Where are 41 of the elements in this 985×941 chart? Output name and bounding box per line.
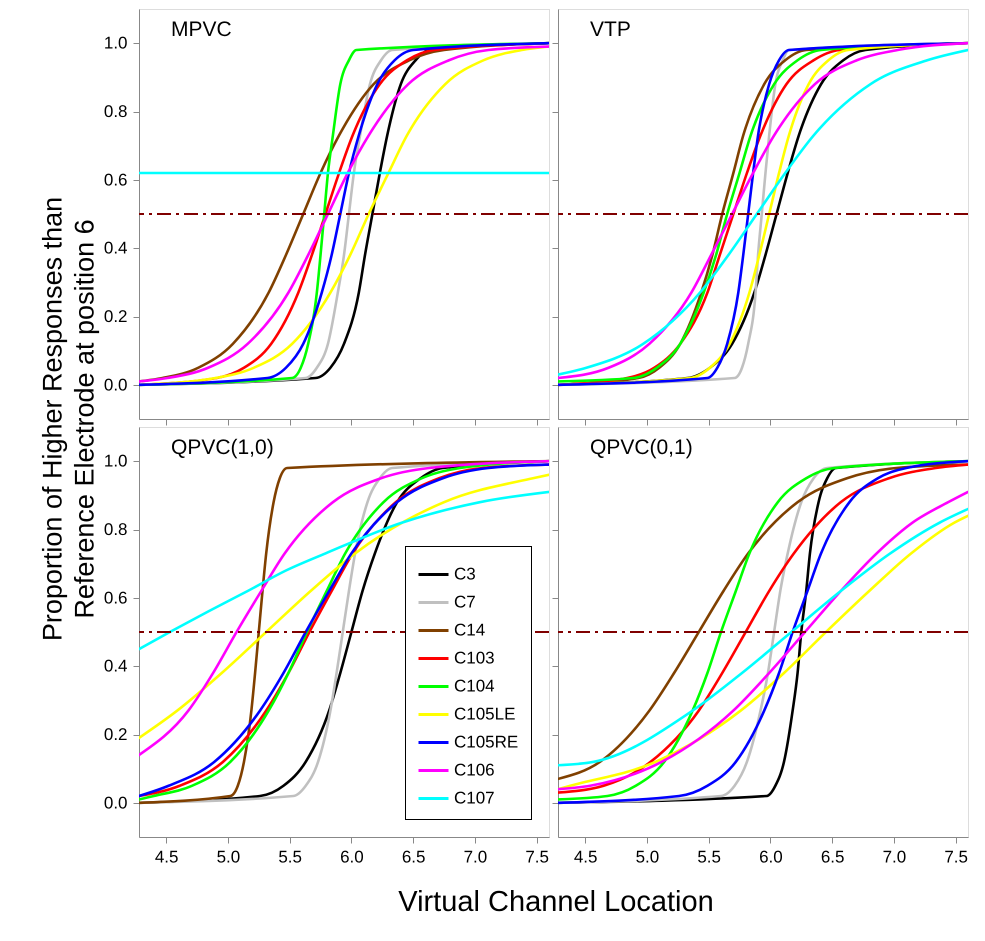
legend-label: C7 bbox=[454, 592, 476, 612]
y-tick-label: 0.0 bbox=[104, 375, 128, 394]
y-tick-label: 1.0 bbox=[104, 34, 128, 53]
x-tick-label: 4.5 bbox=[574, 848, 598, 866]
x-tick-label: 5.0 bbox=[216, 848, 240, 866]
y-tick-label: 0.4 bbox=[104, 656, 128, 676]
y-axis-title: Proportion of Higher Responses than Reference Electrode at position 6 bbox=[38, 196, 100, 642]
x-tick-label: 7.5 bbox=[525, 848, 549, 866]
y-tick-label: 1.0 bbox=[104, 452, 128, 471]
y-tick-label: 0.8 bbox=[104, 520, 128, 539]
x-tick-label: 5.5 bbox=[697, 848, 721, 866]
x-tick-label: 5.5 bbox=[278, 848, 302, 866]
chart-title: QPVC(1,0) bbox=[171, 436, 274, 459]
y-tick-label: 0.2 bbox=[104, 307, 128, 326]
x-tick-label: 6.5 bbox=[820, 848, 844, 866]
legend-label: C14 bbox=[454, 620, 486, 640]
y-tick-label: 0.2 bbox=[104, 725, 128, 744]
chart-title: QPVC(0,1) bbox=[590, 436, 693, 459]
x-tick-label: 6.0 bbox=[340, 848, 364, 866]
x-tick-label: 7.5 bbox=[944, 848, 968, 866]
legend-label: C105LE bbox=[454, 704, 516, 724]
chart-title: MPVC bbox=[171, 18, 232, 41]
x-tick-label: 7.0 bbox=[464, 848, 488, 866]
chart-title: VTP bbox=[590, 18, 631, 41]
y-tick-label: 0.6 bbox=[104, 588, 128, 608]
legend-label: C106 bbox=[454, 760, 495, 780]
legend-label: C3 bbox=[454, 564, 476, 584]
x-tick-label: 7.0 bbox=[882, 848, 906, 866]
legend-label: C104 bbox=[454, 676, 495, 696]
legend-label: C107 bbox=[454, 788, 495, 808]
x-axis-title: Virtual Channel Location bbox=[398, 886, 714, 918]
y-tick-label: 0.6 bbox=[104, 170, 128, 190]
x-tick-label: 6.0 bbox=[759, 848, 783, 866]
x-tick-label: 5.0 bbox=[636, 848, 660, 866]
y-tick-label: 0.4 bbox=[104, 238, 128, 258]
x-tick-label: 4.5 bbox=[154, 848, 178, 866]
legend-label: C105RE bbox=[454, 732, 518, 752]
y-tick-label: 0.0 bbox=[104, 793, 128, 812]
x-tick-label: 6.5 bbox=[402, 848, 426, 866]
legend-label: C103 bbox=[454, 648, 495, 668]
y-tick-label: 0.8 bbox=[104, 102, 128, 121]
